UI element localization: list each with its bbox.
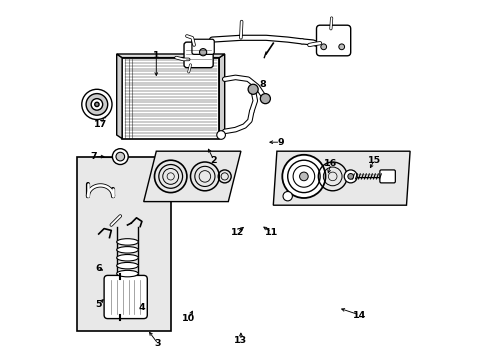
Text: 14: 14 [352, 310, 366, 320]
Text: 2: 2 [210, 156, 217, 165]
Bar [77, 157, 170, 331]
Circle shape [81, 89, 112, 120]
Circle shape [338, 44, 344, 50]
Polygon shape [273, 151, 409, 205]
Text: 3: 3 [155, 339, 161, 348]
Text: 8: 8 [259, 80, 265, 89]
Circle shape [283, 192, 292, 201]
Circle shape [91, 99, 102, 110]
Circle shape [112, 149, 128, 165]
Circle shape [347, 174, 353, 179]
Circle shape [260, 94, 270, 104]
Text: 9: 9 [277, 138, 283, 147]
Text: 15: 15 [367, 156, 380, 165]
Circle shape [299, 172, 307, 181]
Text: 5: 5 [95, 300, 102, 309]
Polygon shape [219, 54, 224, 139]
Text: 13: 13 [234, 336, 247, 345]
Ellipse shape [117, 270, 138, 277]
Circle shape [344, 170, 356, 183]
FancyBboxPatch shape [379, 170, 394, 183]
Bar [122, 58, 219, 139]
Ellipse shape [117, 239, 138, 245]
Text: 7: 7 [90, 152, 97, 161]
FancyBboxPatch shape [316, 25, 350, 56]
Polygon shape [143, 151, 241, 202]
Circle shape [95, 102, 99, 107]
Circle shape [282, 155, 325, 198]
Text: 1: 1 [153, 51, 159, 60]
FancyBboxPatch shape [183, 42, 213, 68]
Text: 10: 10 [182, 314, 195, 323]
Ellipse shape [117, 247, 138, 253]
Circle shape [116, 152, 124, 161]
Text: 17: 17 [94, 120, 107, 129]
Ellipse shape [117, 255, 138, 261]
Text: 16: 16 [324, 159, 337, 168]
Circle shape [199, 49, 206, 56]
Text: 4: 4 [138, 303, 145, 312]
FancyBboxPatch shape [104, 275, 147, 319]
Circle shape [320, 44, 326, 50]
Circle shape [216, 131, 225, 139]
Circle shape [86, 94, 107, 115]
FancyBboxPatch shape [192, 39, 214, 54]
Polygon shape [117, 54, 224, 58]
Text: 6: 6 [95, 264, 102, 273]
Text: 11: 11 [264, 228, 278, 237]
Ellipse shape [117, 262, 138, 269]
Polygon shape [117, 54, 122, 139]
Text: 12: 12 [230, 228, 244, 237]
Circle shape [247, 84, 258, 94]
